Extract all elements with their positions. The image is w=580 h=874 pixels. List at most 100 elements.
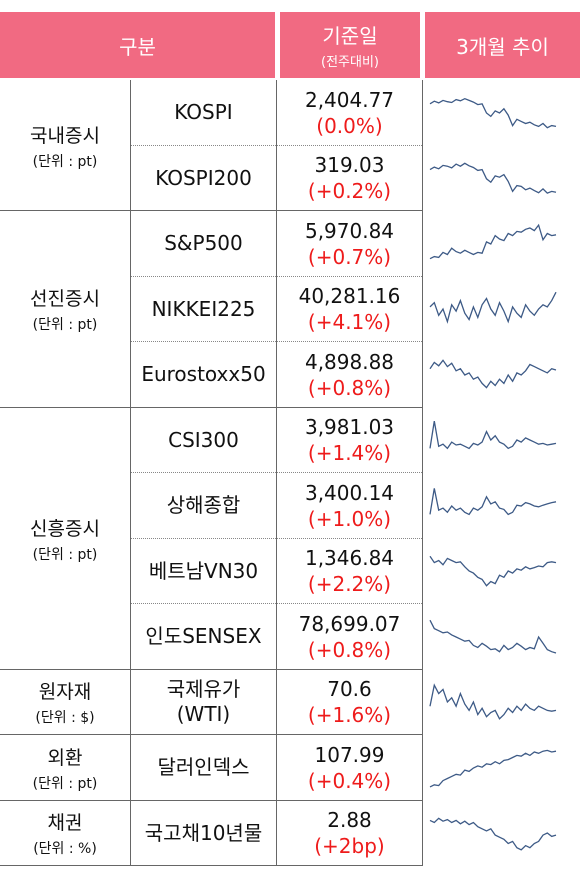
trend-line [429,817,557,851]
column-divider [276,145,277,211]
index-name: S&P500 [164,231,243,256]
header-category-label: 구분 [119,34,156,59]
index-name: CSI300 [168,427,239,452]
column-divider [276,669,277,735]
column-divider [276,800,277,866]
group-divider [130,800,131,866]
index-name-cell: NIKKEI225 [131,277,276,343]
group-cell: 채권 (단위 : %) [0,801,130,867]
index-name: Eurostoxx50 [141,362,266,387]
column-divider [422,211,423,277]
trend-line [429,97,557,129]
trend-sparkline [429,619,557,654]
index-name: 국제유가 (WTI) [166,677,241,727]
trend-sparkline [429,292,557,325]
trend-line [429,488,557,515]
value-cell: 107.99 (+0.4%) [277,735,422,801]
header-trend: 3개월 추이 [425,12,580,78]
column-divider [422,604,423,670]
trend-sparkline [429,162,557,195]
row-separator [131,603,422,604]
weekly-change: (+1.0%) [307,506,392,531]
index-name-cell: 국고채10년물 [131,801,276,867]
group-divider [130,211,131,408]
index-value: 2,404.77 [304,87,395,112]
index-name-cell: 상해종합 [131,473,276,539]
group-name: 신흥증시 [30,517,100,540]
index-name-cell: 베트남VN30 [131,539,276,605]
row-separator [131,341,422,342]
index-name: NIKKEI225 [151,296,256,321]
group-unit: (단위 : pt) [32,775,98,792]
weekly-change: (+1.4%) [307,441,392,466]
group-cell: 원자재 (단위 : $) [0,670,130,736]
weekly-change: (+2.2%) [307,572,392,597]
header-date: 기준일 (전주대비) [280,12,420,78]
group-cell: 국내증시 (단위 : pt) [0,80,130,211]
index-name: 인도SENSEX [145,624,262,649]
weekly-change: (+4.1%) [307,310,392,335]
index-name-cell: KOSPI200 [131,146,276,212]
column-divider [276,538,277,604]
column-divider [276,342,277,408]
value-cell: 319.03 (+0.2%) [277,146,422,212]
column-divider [276,407,277,473]
group-unit: (단위 : pt) [32,153,98,170]
trend-line [429,292,557,325]
index-value: 319.03 [314,153,385,178]
index-name: 상해종합 [166,493,241,518]
index-value: 107.99 [314,742,385,767]
value-cell: 2.88 (+2bp) [277,801,422,867]
index-value: 78,699.07 [298,611,401,636]
group-divider [130,735,131,801]
index-name: KOSPI200 [155,165,252,190]
column-divider [422,800,423,866]
group-unit: (단위 : %) [33,841,97,858]
index-name-cell: 인도SENSEX [131,604,276,670]
column-divider [422,276,423,342]
trend-sparkline [429,421,557,450]
trend-sparkline [429,488,557,515]
trend-sparkline [429,817,557,851]
index-name-cell: Eurostoxx50 [131,342,276,408]
index-value: 5,970.84 [304,218,395,243]
group-separator [0,406,422,408]
column-divider [422,80,423,146]
group-separator [0,799,422,801]
index-name: 국고채10년물 [144,820,263,845]
index-name-cell: 달러인덱스 [131,735,276,801]
value-cell: 3,400.14 (+1.0%) [277,473,422,539]
trend-line [429,556,557,587]
group-name: 국내증시 [30,124,100,147]
index-value: 1,346.84 [304,546,395,571]
column-divider [422,538,423,604]
group-divider [130,407,131,670]
index-name-cell: S&P500 [131,211,276,277]
header-date-label: 기준일 [322,24,378,48]
index-value: 70.6 [327,677,372,702]
value-cell: 78,699.07 (+0.8%) [277,604,422,670]
row-separator [131,472,422,473]
trend-sparkline [429,358,557,389]
trend-line [429,223,557,260]
group-divider [130,80,131,211]
group-unit: (단위 : pt) [32,546,98,563]
group-name: 외환 [47,746,83,769]
trend-line [429,162,557,195]
index-name-cell: 국제유가 (WTI) [131,670,276,736]
column-divider [422,735,423,801]
trend-line [429,749,557,788]
weekly-change: (+0.8%) [307,637,392,662]
column-divider [276,604,277,670]
column-divider [422,407,423,473]
row-separator [131,144,422,146]
value-cell: 4,898.88 (+0.8%) [277,342,422,408]
weekly-change: (+2bp) [314,834,385,859]
trend-sparkline [429,749,557,788]
group-cell: 선진증시 (단위 : pt) [0,211,130,408]
header-date-sublabel: (전주대비) [321,55,379,70]
weekly-change: (+0.7%) [307,244,392,269]
trend-line [429,683,557,721]
column-divider [422,473,423,539]
